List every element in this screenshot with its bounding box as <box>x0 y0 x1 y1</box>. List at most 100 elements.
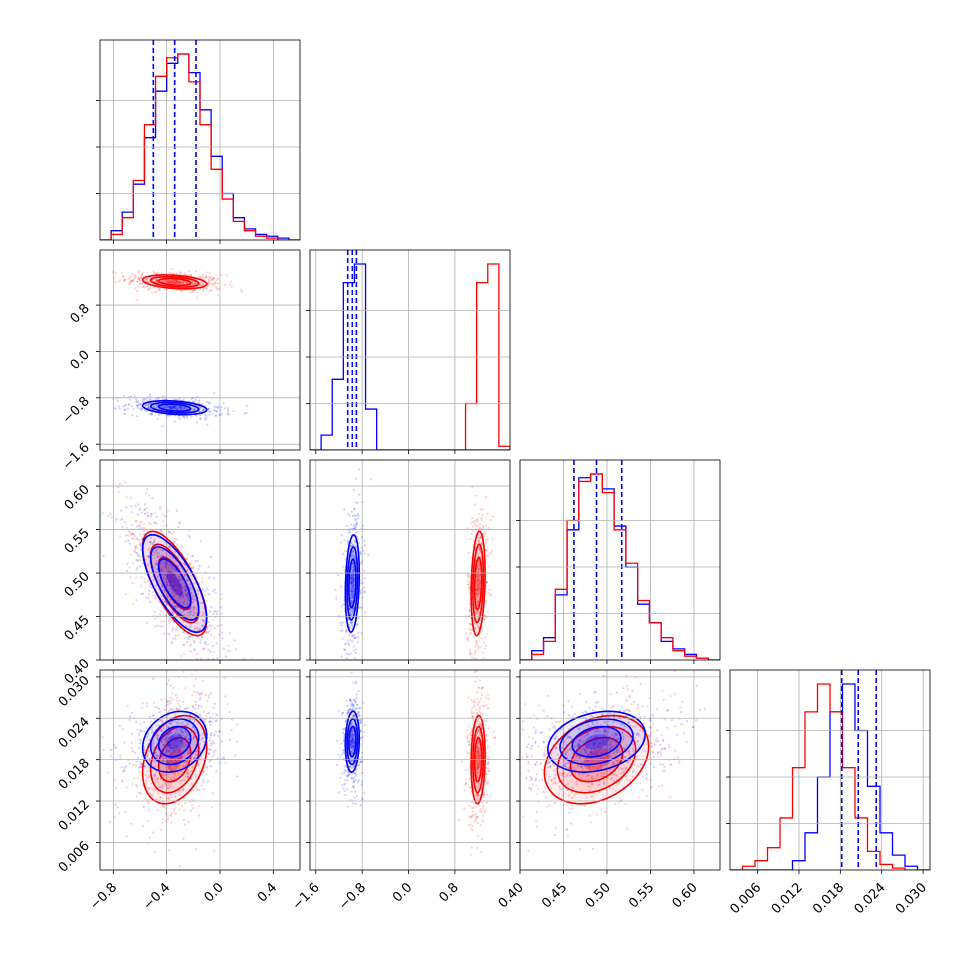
scatter-point <box>340 605 343 608</box>
scatter-point <box>467 575 470 578</box>
panel-p4-p2: −1.6 −0.8 0.0 0.8 <box>290 669 511 913</box>
scatter-point <box>477 793 480 797</box>
scatter-point <box>188 662 190 664</box>
scatter-point <box>471 813 475 817</box>
scatter-point <box>113 747 116 750</box>
scatter-point <box>162 743 166 747</box>
scatter-point <box>192 408 195 411</box>
scatter-point <box>250 658 253 660</box>
scatter-point <box>349 582 352 585</box>
scatter-point <box>180 593 183 596</box>
scatter-point <box>206 423 209 426</box>
contour-series-1-level-2 <box>473 556 483 611</box>
scatter-point <box>583 805 586 808</box>
scatter-point <box>135 785 139 788</box>
scatter-point <box>221 637 224 640</box>
scatter-point <box>475 594 478 597</box>
scatter-point <box>351 550 354 553</box>
scatter-point <box>195 270 198 273</box>
scatter-point <box>351 562 354 565</box>
scatter-point <box>189 649 192 653</box>
scatter-point <box>155 291 158 294</box>
scatter-point <box>156 754 159 757</box>
scatter-point <box>122 275 125 278</box>
scatter-point <box>209 650 212 653</box>
scatter-point <box>208 748 211 751</box>
scatter-point <box>189 613 192 616</box>
scatter-point <box>481 687 484 690</box>
scatter-point <box>468 662 470 664</box>
scatter-point <box>473 712 476 715</box>
scatter-point <box>463 808 466 811</box>
scatter-point <box>195 414 198 417</box>
scatter-point <box>201 648 204 651</box>
scatter-point <box>475 520 479 523</box>
scatter-point <box>139 276 143 280</box>
scatter-point <box>207 711 210 715</box>
scatter-point <box>207 751 210 755</box>
scatter-point <box>140 407 144 411</box>
scatter-point <box>477 546 480 549</box>
scatter-point <box>110 516 113 519</box>
scatter-point <box>218 287 221 291</box>
scatter-point <box>214 733 217 736</box>
scatter-point <box>344 769 348 772</box>
scatter-point <box>163 738 166 742</box>
scatter-point <box>161 625 164 628</box>
scatter-point <box>170 748 173 751</box>
scatter-point <box>174 739 177 742</box>
scatter-point <box>476 564 479 568</box>
scatter-point <box>475 612 478 615</box>
scatter-point <box>186 775 190 778</box>
scatter-point <box>350 602 353 605</box>
scatter-point <box>350 741 353 745</box>
scatter-point <box>139 729 142 732</box>
scatter-point <box>354 778 357 781</box>
scatter-point <box>137 746 140 750</box>
scatter-point <box>186 553 190 556</box>
scatter-point <box>350 577 353 580</box>
scatter-point <box>192 764 196 768</box>
scatter-point <box>136 552 139 555</box>
scatter-point <box>166 817 170 821</box>
scatter-point <box>208 674 210 676</box>
scatter-point <box>350 613 353 616</box>
scatter-point <box>183 574 186 577</box>
scatter-point <box>348 608 351 611</box>
scatter-point <box>180 289 183 292</box>
scatter-point <box>171 708 174 712</box>
scatter-point <box>474 645 477 648</box>
scatter-point <box>111 271 115 274</box>
scatter-point <box>114 271 117 275</box>
scatter-point <box>175 281 178 285</box>
scatter-point <box>209 275 212 279</box>
scatter-point <box>144 797 147 801</box>
scatter-point <box>136 299 139 302</box>
scatter-point <box>193 752 196 755</box>
scatter-point <box>145 409 149 413</box>
scatter-point <box>470 532 473 536</box>
scatter-point <box>173 578 176 581</box>
scatter-point <box>179 272 182 275</box>
scatter-point <box>139 548 142 551</box>
scatter-point <box>175 509 178 512</box>
scatter-point <box>184 636 187 639</box>
scatter-point <box>161 821 164 824</box>
scatter-point <box>162 562 165 566</box>
scatter-point <box>341 629 344 632</box>
scatter-point <box>355 514 358 517</box>
scatter-point <box>571 786 575 789</box>
scatter-point <box>184 735 187 738</box>
scatter-point <box>344 794 347 797</box>
scatter-point <box>135 403 138 407</box>
scatter-point <box>350 741 353 744</box>
scatter-point <box>476 600 479 604</box>
scatter-point <box>168 710 171 713</box>
scatter-point <box>199 611 202 614</box>
scatter-point <box>174 792 177 795</box>
scatter-point <box>193 409 197 412</box>
panel-body <box>101 670 239 867</box>
scatter-point <box>352 593 355 596</box>
scatter-point <box>162 513 165 516</box>
scatter-point <box>160 620 163 623</box>
